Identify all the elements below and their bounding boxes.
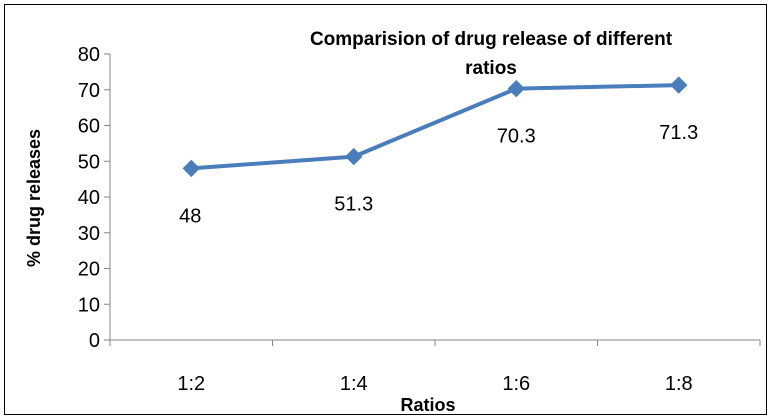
- data-point-marker: [345, 147, 363, 166]
- data-label: 48: [179, 205, 201, 227]
- y-tick-label: 40: [78, 187, 100, 209]
- data-labels: 48 51.3 70.3 71.3: [179, 122, 698, 227]
- y-tick-label: 0: [89, 330, 100, 352]
- x-axis-title: Ratios: [400, 395, 455, 415]
- series-layer: [182, 76, 688, 178]
- y-tick-label: 80: [78, 44, 100, 66]
- x-tick-label: 1:6: [502, 373, 530, 395]
- data-point-marker: [507, 79, 525, 98]
- data-point-marker: [182, 159, 200, 178]
- chart-frame: [4, 4, 767, 415]
- data-label: 51.3: [334, 194, 373, 216]
- data-label: 71.3: [659, 122, 698, 144]
- y-tick-label: 20: [78, 259, 100, 281]
- y-tick-label: 50: [78, 151, 100, 173]
- chart-title-line-1: Comparision of drug release of different: [310, 29, 673, 50]
- y-axis-title: % drug releases: [24, 129, 44, 267]
- y-tick-label: 70: [78, 80, 100, 102]
- y-tick-label: 30: [78, 223, 100, 245]
- data-point-marker: [670, 76, 688, 94]
- y-tick-label: 60: [78, 116, 100, 138]
- x-tick-label: 1:2: [177, 373, 205, 395]
- chart-title-line-2: ratios: [465, 58, 517, 79]
- x-tick-label: 1:8: [665, 373, 693, 395]
- series-line: [191, 83, 679, 171]
- y-tick-label: 10: [78, 294, 100, 316]
- y-axis: 0 10 20 30 40 50 60 70 80: [78, 44, 111, 352]
- data-label: 70.3: [497, 126, 536, 148]
- x-axis: 1:2 1:4 1:6 1:8: [109, 339, 761, 395]
- x-tick-label: 1:4: [340, 373, 368, 395]
